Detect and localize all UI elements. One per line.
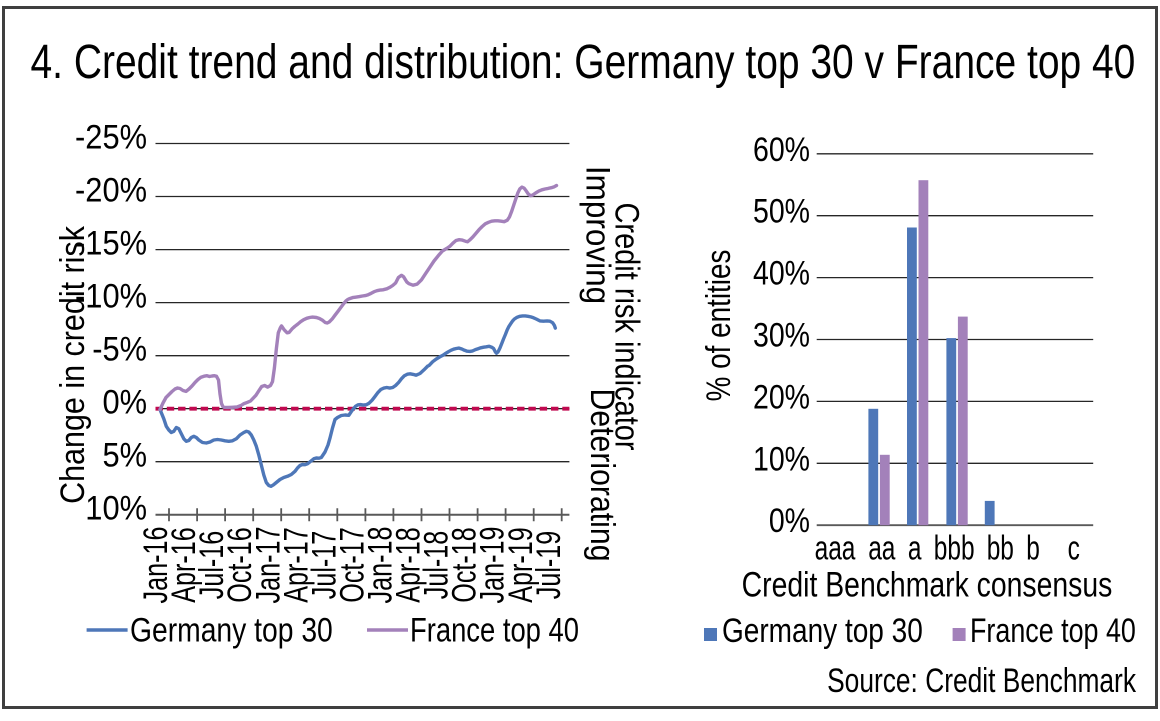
svg-text:Jul-16: Jul-16: [194, 531, 232, 599]
svg-text:4. Credit trend and distributi: 4. Credit trend and distribution: German…: [31, 35, 1136, 89]
svg-text:-15%: -15%: [75, 224, 147, 262]
svg-text:10%: 10%: [753, 440, 810, 478]
svg-text:aaa: aaa: [815, 530, 856, 568]
svg-text:10%: 10%: [85, 489, 147, 527]
svg-text:Jul-17: Jul-17: [306, 531, 344, 599]
svg-text:Oct-18: Oct-18: [446, 527, 484, 602]
svg-text:Credit Benchmark consensus: Credit Benchmark consensus: [742, 565, 1113, 605]
svg-text:a: a: [908, 530, 922, 568]
svg-text:-25%: -25%: [75, 118, 147, 156]
svg-text:bb: bb: [987, 530, 1014, 568]
svg-text:Germany top 30: Germany top 30: [130, 611, 333, 649]
svg-text:Oct-17: Oct-17: [334, 527, 372, 602]
svg-text:-20%: -20%: [75, 171, 147, 209]
svg-text:Jan-16: Jan-16: [138, 527, 176, 604]
svg-text:Jan-18: Jan-18: [362, 527, 400, 604]
svg-text:50%: 50%: [753, 192, 810, 230]
svg-text:France top 40: France top 40: [410, 611, 579, 650]
svg-text:60%: 60%: [753, 130, 810, 168]
svg-text:aa: aa: [868, 530, 896, 568]
svg-text:20%: 20%: [753, 378, 810, 416]
svg-text:Apr-17: Apr-17: [278, 527, 316, 602]
svg-text:Jul-19: Jul-19: [530, 531, 568, 599]
svg-text:France top 40: France top 40: [970, 612, 1136, 650]
svg-text:% of entities: % of entities: [699, 250, 737, 402]
svg-text:5%: 5%: [102, 436, 147, 474]
svg-text:Apr-18: Apr-18: [390, 527, 428, 602]
svg-text:30%: 30%: [753, 316, 810, 354]
svg-text:-5%: -5%: [92, 330, 147, 368]
svg-text:Jul-18: Jul-18: [418, 531, 456, 599]
svg-text:Apr-16: Apr-16: [166, 527, 204, 602]
svg-text:Credit risk indicator: Credit risk indicator: [608, 202, 647, 450]
svg-text:40%: 40%: [753, 254, 810, 292]
svg-text:Jan-19: Jan-19: [474, 527, 512, 604]
svg-text:Apr-19: Apr-19: [502, 527, 540, 602]
svg-text:Change in credit risk: Change in credit risk: [53, 225, 91, 504]
svg-text:Deteriorating: Deteriorating: [584, 389, 622, 562]
svg-text:Germany top 30: Germany top 30: [722, 611, 923, 649]
svg-text:-10%: -10%: [75, 277, 147, 315]
svg-text:Improving: Improving: [579, 166, 617, 304]
svg-text:Jan-17: Jan-17: [250, 527, 288, 604]
svg-text:Source: Credit Benchmark: Source: Credit Benchmark: [827, 662, 1137, 700]
svg-text:b: b: [1026, 530, 1040, 568]
svg-text:0%: 0%: [769, 502, 810, 540]
svg-text:bbb: bbb: [934, 530, 975, 568]
svg-text:Oct-16: Oct-16: [222, 527, 260, 602]
svg-text:c: c: [1068, 530, 1080, 568]
svg-text:0%: 0%: [102, 383, 147, 421]
